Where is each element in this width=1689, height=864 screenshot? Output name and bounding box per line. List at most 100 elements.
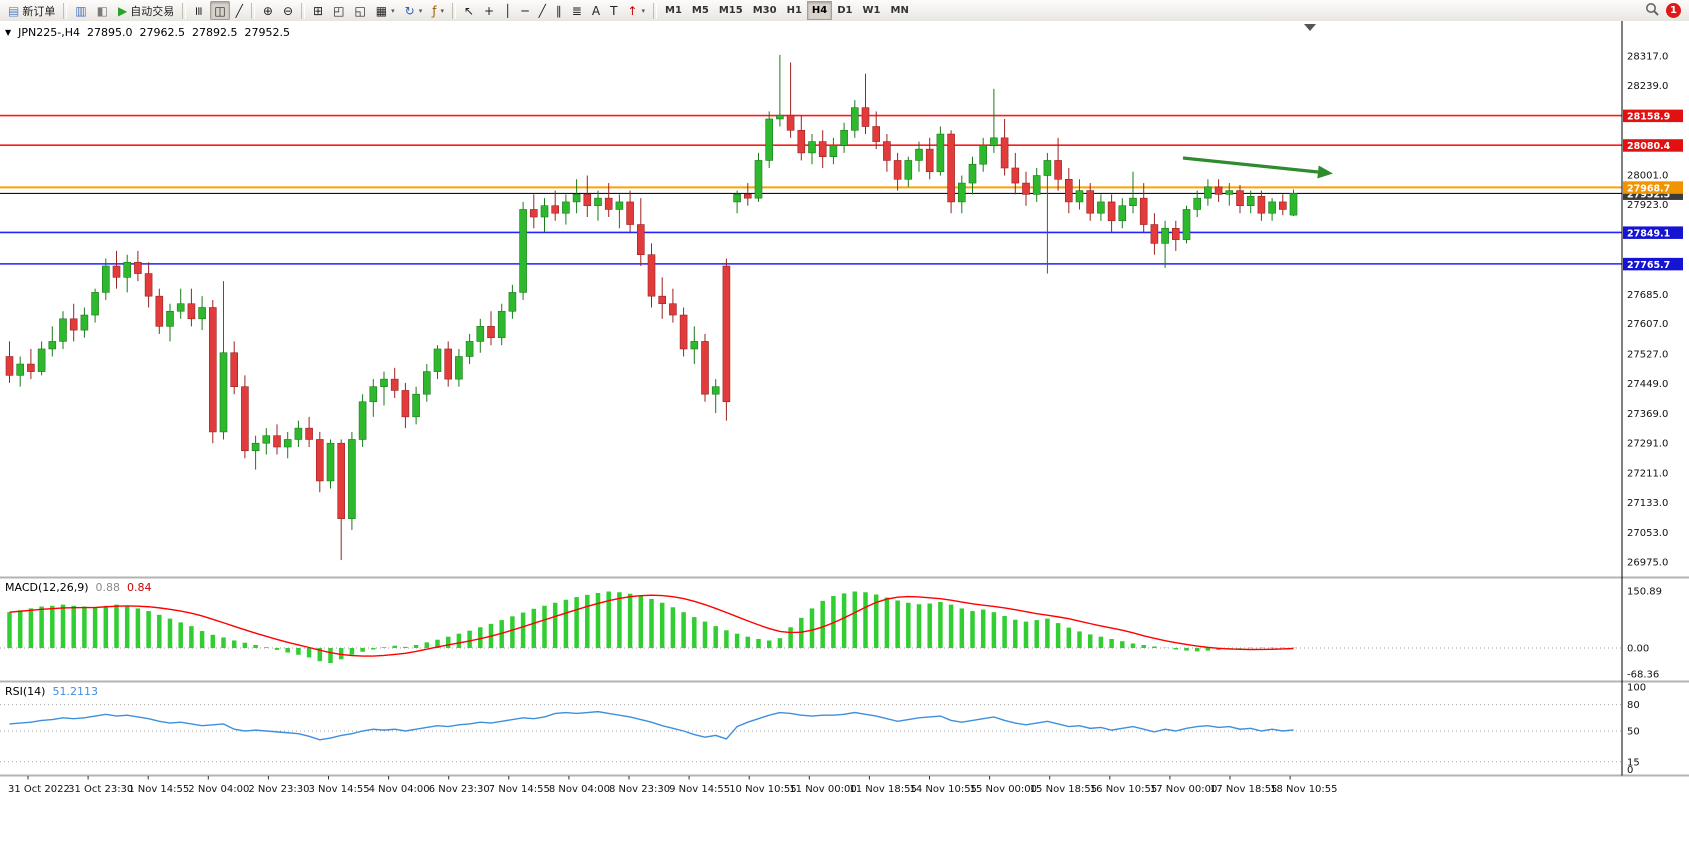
chart-canvas[interactable]: 28317.0 28239.0 28001.0 27923.0 27685.0 27607… — [0, 21, 1689, 864]
chart-shift-marker[interactable] — [1304, 24, 1316, 31]
time-axis-label: 17 Nov 00:00 — [1150, 784, 1217, 795]
candle-body — [1075, 190, 1084, 203]
arrange-windows-button[interactable]: ◱ — [350, 1, 369, 20]
cascade-windows-button[interactable]: ◰ — [329, 1, 348, 20]
time-axis-label: 6 Nov 23:30 — [429, 784, 490, 795]
price-axis-label: 27607.0 — [1627, 319, 1668, 330]
tile-windows-button[interactable]: ⊞ — [309, 1, 327, 20]
search-icon[interactable] — [1645, 1, 1659, 20]
time-axis-label: 11 Nov 00:00 — [789, 784, 856, 795]
candle-body — [166, 310, 174, 327]
timeframe-m15-button[interactable]: M15 — [714, 1, 748, 20]
chart-collapse-toggle[interactable]: ▼ — [5, 28, 12, 37]
candle-body — [1032, 175, 1041, 195]
time-axis-label: 14 Nov 10:55 — [910, 784, 977, 795]
price-tag — [1623, 109, 1683, 123]
price-tag-label: 27968.7 — [1627, 183, 1670, 194]
candle-body — [487, 326, 495, 338]
chevron-down-icon: ▾ — [440, 6, 444, 15]
candle-body — [123, 261, 131, 278]
candle-body — [412, 393, 420, 418]
time-axis-label: 8 Nov 23:30 — [609, 784, 670, 795]
candle-body — [1236, 190, 1244, 206]
toolbar-right: 1 — [1645, 1, 1686, 20]
autotrade-label: 自动交易 — [130, 4, 175, 18]
candle-body — [422, 371, 431, 395]
new-order-button[interactable]: ▤ 新订单 — [4, 1, 59, 20]
horizontal-line-button[interactable]: ─ — [517, 1, 532, 20]
candle-body — [358, 401, 367, 440]
candle-body — [594, 197, 602, 206]
timeframe-m1-button[interactable]: M1 — [660, 1, 687, 20]
trend-arrow[interactable] — [1182, 156, 1319, 174]
zoom-out-button[interactable]: ⊖ — [279, 1, 297, 20]
candle-body — [155, 295, 164, 327]
candle-body — [776, 114, 784, 120]
candle-body — [936, 133, 945, 173]
crosshair-icon: + — [484, 3, 495, 18]
candle-body — [91, 292, 99, 316]
market-watch-icon: ▥ — [75, 3, 87, 18]
timeframe-w1-button[interactable]: W1 — [858, 1, 886, 20]
chart-bars-button[interactable]: ≡ — [190, 1, 208, 20]
chart-line-button[interactable]: ╱ — [232, 1, 247, 20]
timeframe-m5-button[interactable]: M5 — [687, 1, 714, 20]
candle-body — [198, 307, 206, 320]
price-axis[interactable] — [1622, 21, 1689, 776]
candle-body — [1065, 178, 1073, 203]
candle-body — [48, 341, 57, 350]
trendline-button[interactable]: ╱ — [535, 1, 550, 20]
candle-body — [690, 341, 699, 350]
time-axis-label: 2 Nov 23:30 — [248, 784, 309, 795]
crosshair-button[interactable]: + — [480, 1, 498, 20]
timeframe-mn-button[interactable]: MN — [886, 1, 914, 20]
candle-body — [990, 137, 998, 146]
rsi-axis-label: 0 — [1627, 765, 1633, 776]
chart-open-value: 27895.0 — [87, 26, 133, 39]
candle-body — [1054, 160, 1062, 180]
price-axis-label: 27369.0 — [1627, 409, 1668, 420]
candle-body — [679, 314, 688, 350]
candle-body — [1268, 201, 1276, 214]
autotrade-button[interactable]: ▶ 自动交易 — [114, 1, 178, 20]
arrows-button[interactable]: ↑ ▾ — [623, 1, 649, 20]
timeframe-d1-button[interactable]: D1 — [832, 1, 857, 20]
text-button[interactable]: A — [588, 1, 604, 20]
notification-badge[interactable]: 1 — [1666, 3, 1681, 18]
price-tag — [1623, 226, 1683, 239]
timeframe-m30-button[interactable]: M30 — [748, 1, 782, 20]
candle-body — [658, 295, 667, 305]
new-chart-button[interactable]: ▦ ▾ — [372, 1, 399, 20]
time-axis-label: 17 Nov 18:55 — [1210, 784, 1277, 795]
cursor-button[interactable]: ↖ — [460, 1, 478, 20]
time-axis[interactable] — [0, 775, 1689, 864]
zoom-in-button[interactable]: ⊕ — [259, 1, 277, 20]
candle-body — [187, 303, 196, 320]
market-watch-button[interactable]: ▥ — [71, 1, 90, 20]
navigator-button[interactable]: ◧ — [93, 1, 112, 20]
candle-body — [1257, 195, 1266, 214]
arrange-windows-icon: ◱ — [354, 3, 366, 18]
chart-candles-button[interactable]: ◫ — [210, 1, 230, 20]
vertical-line-button[interactable]: │ — [500, 1, 515, 20]
candle-body — [16, 363, 25, 376]
candle-body — [390, 378, 399, 391]
fibonacci-button[interactable]: ≣ — [568, 1, 586, 20]
timeframe-h1-button[interactable]: H1 — [782, 1, 807, 20]
candle-body — [636, 224, 645, 256]
cycle-chart-button[interactable]: ↻ ▾ — [401, 1, 427, 20]
price-axis-label: 27211.0 — [1627, 469, 1668, 480]
price-tag-label: 27765.7 — [1627, 260, 1670, 271]
equidistant-channel-button[interactable]: ∥ — [552, 1, 566, 20]
navigator-icon: ◧ — [96, 3, 109, 18]
toolbar-separator — [182, 2, 187, 19]
candle-body — [1225, 190, 1234, 195]
text-label-button[interactable]: T — [606, 1, 621, 20]
candle-body — [401, 390, 410, 418]
indicators-button[interactable]: ƒ ▾ — [428, 1, 448, 20]
candle-body — [1000, 137, 1009, 169]
timeframe-h4-button[interactable]: H4 — [806, 1, 833, 20]
equidistant-channel-icon: ∥ — [555, 3, 562, 18]
indicators-icon: ƒ — [432, 3, 437, 18]
